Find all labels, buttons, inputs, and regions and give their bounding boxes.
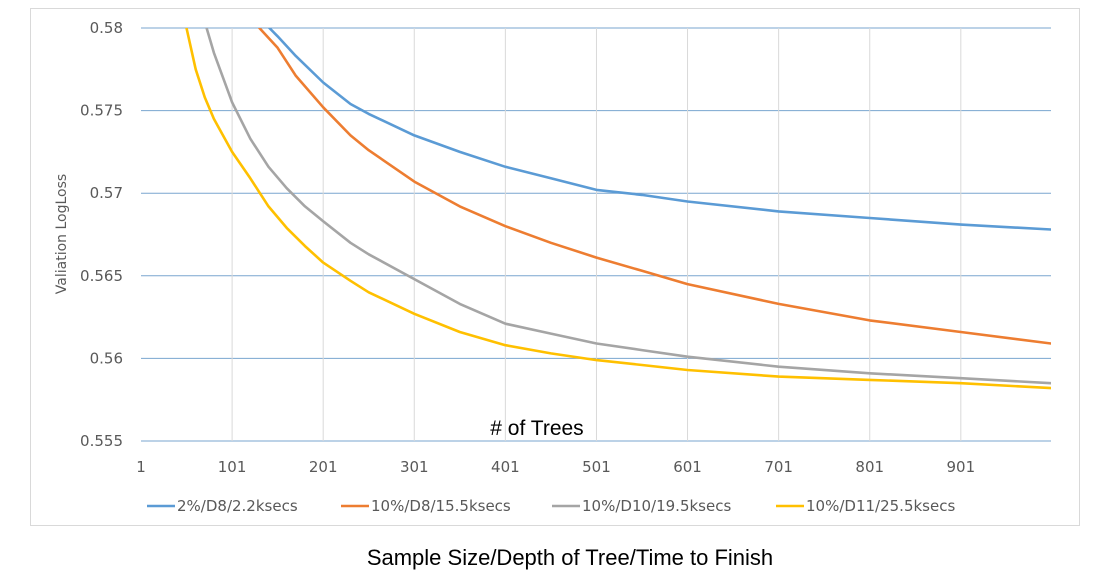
chart-frame: 0.555 0.56 0.565 0.57 0.575 0.58 1 101 201 301 40… (30, 8, 1080, 526)
x-tick-labels: 1 101 201 301 401 501 601 701 801 901 (136, 458, 975, 476)
figure-caption: Sample Size/Depth of Tree/Time to Finish (366, 545, 774, 570)
x-tick-label: 501 (582, 458, 611, 476)
series-layer (185, 28, 1051, 390)
x-tick-label: 1 (136, 458, 146, 476)
series-line (205, 28, 1051, 385)
y-tick-label: 0.57 (90, 184, 123, 202)
series-line (258, 28, 1051, 345)
legend-label: 10%/D11/25.5ksecs (806, 497, 955, 515)
line-chart: 0.555 0.56 0.565 0.57 0.575 0.58 1 101 201 301 40… (54, 19, 1051, 515)
legend-label: 10%/D8/15.5ksecs (371, 497, 511, 515)
y-axis-title: Valiation LogLoss (54, 174, 70, 294)
x-tick-label: 301 (400, 458, 429, 476)
legend-label: 10%/D10/19.5ksecs (582, 497, 731, 515)
y-tick-labels: 0.555 0.56 0.565 0.57 0.575 0.58 (80, 19, 123, 450)
x-tick-label: 101 (218, 458, 247, 476)
series-line (268, 28, 1051, 231)
x-tick-label: 801 (855, 458, 884, 476)
x-tick-label: 901 (946, 458, 975, 476)
x-axis-title: # of Trees (490, 417, 583, 440)
y-tick-label: 0.565 (80, 267, 123, 285)
y-tick-label: 0.555 (80, 432, 123, 450)
y-tick-label: 0.56 (90, 349, 123, 367)
x-tick-label: 401 (491, 458, 520, 476)
legend: 2%/D8/2.2ksecs 10%/D8/15.5ksecs 10%/D10/19… (147, 497, 955, 515)
grid-layer (141, 27, 1051, 442)
x-tick-label: 601 (673, 458, 702, 476)
series-line (185, 28, 1051, 390)
y-tick-label: 0.58 (90, 19, 123, 37)
x-tick-label: 201 (309, 458, 338, 476)
y-tick-label: 0.575 (80, 102, 123, 120)
x-tick-label: 701 (764, 458, 793, 476)
legend-label: 2%/D8/2.2ksecs (177, 497, 298, 515)
